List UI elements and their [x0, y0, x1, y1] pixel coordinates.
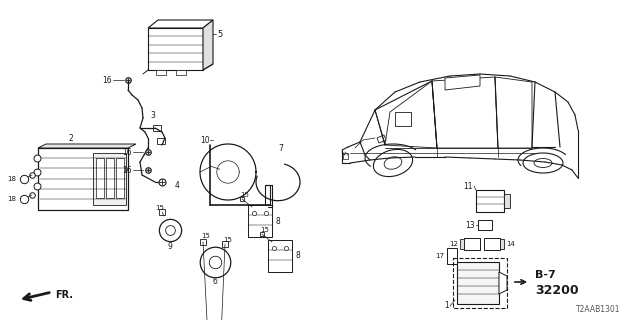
Polygon shape	[445, 75, 480, 90]
Polygon shape	[148, 20, 213, 28]
Text: 8: 8	[275, 217, 280, 226]
Bar	[447, 248, 457, 264]
Bar	[106, 158, 114, 198]
Text: 32200: 32200	[535, 284, 579, 297]
Text: 3: 3	[150, 110, 155, 119]
Polygon shape	[495, 77, 532, 148]
Text: FR.: FR.	[55, 290, 73, 300]
Bar	[460, 239, 464, 249]
Bar	[457, 262, 499, 304]
Text: 18: 18	[7, 176, 16, 182]
Bar	[157, 138, 165, 144]
Text: 13: 13	[465, 220, 475, 229]
Text: 8: 8	[295, 252, 300, 260]
Text: 7: 7	[278, 143, 283, 153]
Bar	[156, 70, 166, 75]
Bar	[96, 158, 104, 198]
Ellipse shape	[373, 149, 413, 177]
Ellipse shape	[534, 158, 552, 167]
Polygon shape	[432, 77, 498, 148]
Text: 5: 5	[217, 29, 222, 38]
Bar	[268, 240, 292, 272]
Bar	[478, 220, 492, 230]
Bar	[464, 238, 480, 250]
Text: 15: 15	[156, 205, 164, 211]
Bar	[484, 238, 500, 250]
Text: 18: 18	[7, 196, 16, 202]
Bar	[343, 153, 348, 159]
Polygon shape	[203, 20, 213, 70]
Polygon shape	[499, 272, 507, 294]
Bar	[148, 28, 203, 70]
Polygon shape	[385, 81, 437, 148]
Text: 15: 15	[223, 237, 232, 243]
Text: 1: 1	[444, 301, 449, 310]
Text: 14: 14	[506, 241, 515, 247]
Bar	[265, 185, 270, 207]
Text: T2AAB1301: T2AAB1301	[575, 306, 620, 315]
Text: 16: 16	[122, 165, 132, 174]
Text: 6: 6	[212, 277, 218, 286]
Text: 11: 11	[463, 181, 473, 190]
Bar	[453, 258, 507, 308]
Text: 10: 10	[200, 135, 210, 145]
Ellipse shape	[384, 157, 402, 169]
Polygon shape	[377, 135, 386, 143]
Text: 16: 16	[102, 76, 112, 84]
Bar	[504, 194, 510, 208]
Bar	[476, 190, 504, 212]
Text: 15: 15	[240, 192, 249, 198]
Text: 15: 15	[260, 227, 269, 233]
Bar	[38, 148, 128, 210]
Bar	[248, 205, 272, 237]
Text: 4: 4	[175, 180, 180, 189]
Text: B-7: B-7	[535, 270, 556, 280]
Text: 12: 12	[449, 241, 458, 247]
Polygon shape	[38, 144, 136, 148]
Bar	[176, 70, 186, 75]
Ellipse shape	[523, 153, 563, 173]
Text: 9: 9	[168, 242, 172, 251]
Text: 15: 15	[201, 233, 210, 239]
Bar	[93, 153, 126, 205]
Text: 16: 16	[122, 148, 132, 156]
Bar	[500, 239, 504, 249]
Bar	[395, 112, 411, 126]
Bar	[116, 158, 124, 198]
Text: 2: 2	[68, 133, 73, 142]
Bar	[153, 125, 161, 131]
Text: 17: 17	[435, 253, 444, 259]
